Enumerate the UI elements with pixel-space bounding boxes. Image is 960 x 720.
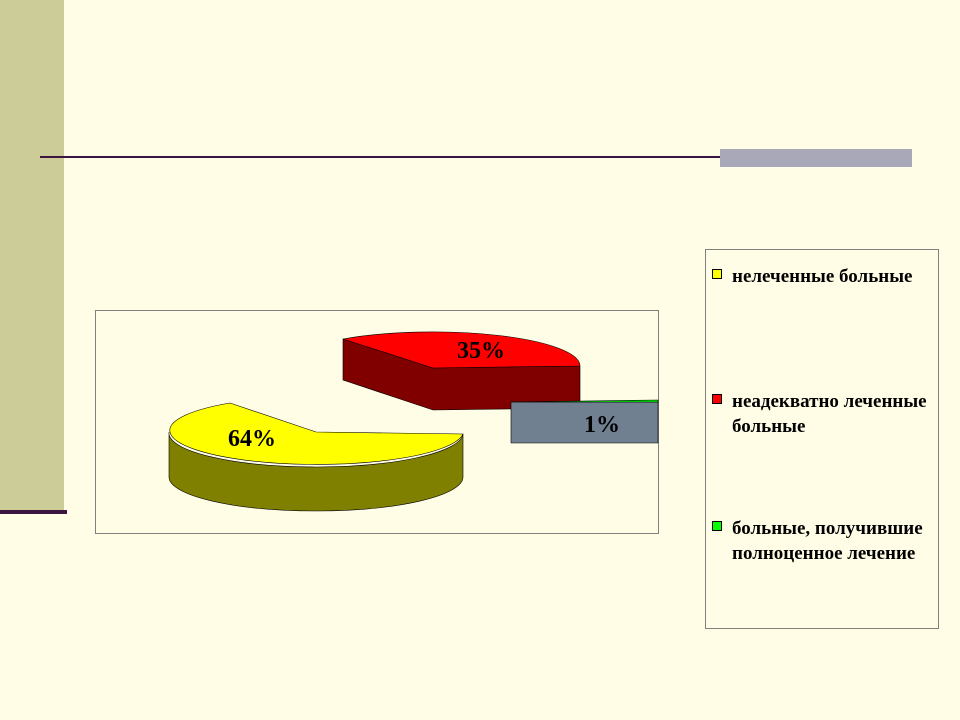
legend-label-untreated: нелеченные больные: [732, 266, 913, 287]
data-label-untreated: 64%: [228, 426, 276, 452]
plot-area: [95, 310, 659, 534]
title-rule: [40, 156, 912, 158]
data-label-full-treatment: 1%: [584, 412, 620, 438]
slice-untreated-top: [169, 402, 464, 465]
slice-inadequate-top: [342, 331, 581, 369]
left-bar-underline: [0, 510, 67, 514]
slice-full-treatment-top: [510, 399, 659, 403]
legend-swatch-full-treatment: [712, 521, 722, 531]
slice-untreated: [168, 402, 464, 512]
left-decorative-bar: [0, 0, 64, 510]
slice-untreated-side: [168, 431, 464, 512]
data-label-inadequate: 35%: [457, 338, 505, 364]
legend-label-inadequate: неадекватно леченные больные: [732, 391, 927, 437]
legend: нелеченные больные неадекватно леченные …: [705, 249, 939, 629]
title-accent-block: [720, 149, 912, 167]
legend-label-full-treatment: больные, получившие полноценное лечение: [732, 518, 923, 564]
legend-swatch-inadequate: [712, 394, 722, 404]
legend-swatch-untreated: [712, 269, 722, 279]
slice-full-treatment: [510, 399, 659, 444]
